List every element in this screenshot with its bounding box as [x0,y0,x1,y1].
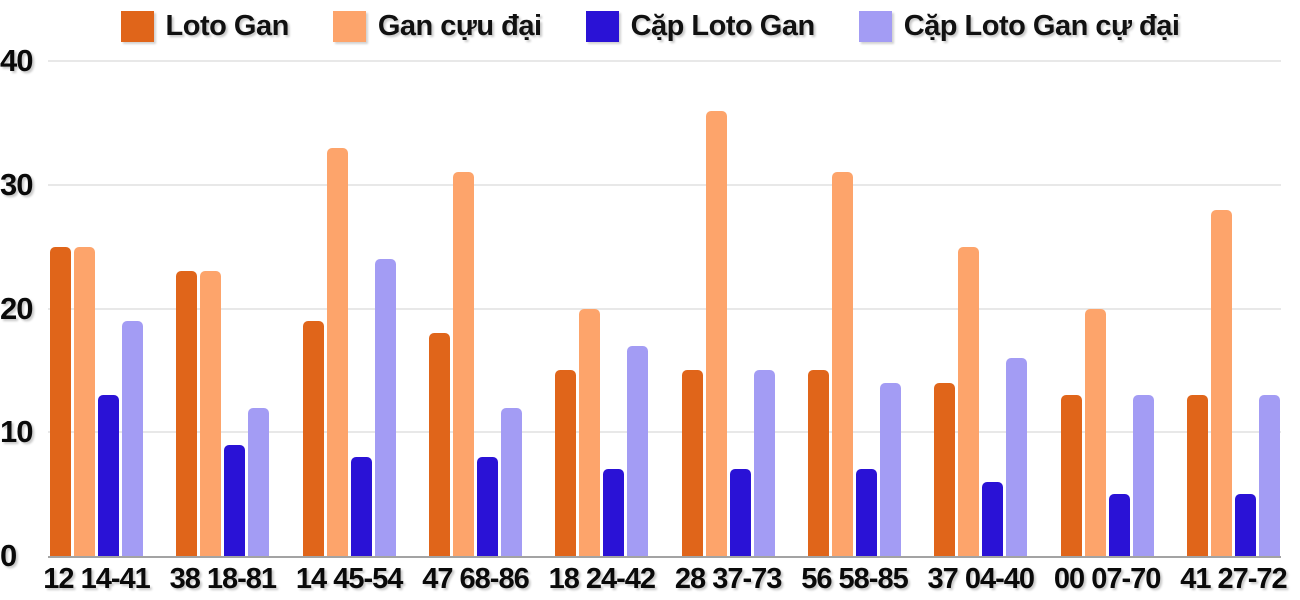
bar-cặp-loto-gan [603,469,625,556]
bar-loto-gan [555,370,577,556]
bar-group-12-14-41: 12 14-41 [43,61,151,595]
bar-gan-cựu-đại [200,271,222,556]
bar-cặp-loto-gan [476,457,498,556]
bar-cặp-loto-gan [1108,494,1130,556]
bar-loto-gan [50,246,71,556]
bar-gan-cựu-đại [958,246,980,556]
bar-gan-cựu-đại [74,246,95,556]
bar-cặp-loto-gan [98,395,119,556]
bar-group-18-24-42: 18 24-42 [549,61,656,595]
x-axis-line [48,556,1281,558]
x-axis-tick-label: 14 45-54 [295,563,403,595]
plot-area: 12 14-41 38 18-81 14 45-54 47 68-86 18 24-42… [43,60,1288,595]
bar-group-56-58-85: 56 58-85 [801,61,909,595]
bar-group-14-45-54: 14 45-54 [296,61,403,595]
y-axis-tick-label: 30 [0,166,33,202]
bar-cặp-loto-gan-cự-đại [1258,395,1280,556]
bar-cặp-loto-gan-cự-đại [500,407,522,556]
bar-cặp-loto-gan-cự-đại [248,407,270,556]
bar-loto-gan [302,320,324,556]
y-axis-tick-label: 0 [0,538,17,573]
x-axis-tick-label: 37 04-40 [927,563,1035,595]
bar-loto-gan [807,370,829,556]
bar-gan-cựu-đại [579,308,601,556]
bar-loto-gan [934,382,956,556]
bar-loto-gan [1060,395,1082,556]
bar-cặp-loto-gan [729,469,751,556]
legend-swatch-icon [858,10,892,42]
gridline-y40 [48,60,1281,62]
x-axis-tick-label: 56 58-85 [801,563,908,595]
bar-loto-gan [1186,395,1208,556]
x-axis-tick-label: 47 68-86 [422,563,529,595]
legend-item-4[interactable]: Cặp Loto Gan cự đại [858,9,1180,43]
bar-cặp-loto-gan [350,457,372,556]
bar-group-38-18-81: 38 18-81 [170,61,277,595]
bar-cặp-loto-gan-cự-đại [753,370,775,556]
bar-loto-gan [176,271,198,556]
x-axis-tick-label: 18 24-42 [548,563,656,595]
legend-label: Cặp Loto Gan cự đại [903,9,1180,42]
y-axis-tick-label: 20 [0,290,33,326]
x-axis-tick-label: 28 37-73 [674,563,782,595]
legend: Loto Gan Gan cựu đại Cặp Loto Gan Cặp Loto … [0,6,1300,46]
gridline-y30 [48,183,1281,186]
bar-cặp-loto-gan [1234,494,1256,556]
gridline-y20 [48,307,1281,310]
x-axis-tick-label: 41 27-72 [1180,563,1287,595]
legend-swatch-icon [585,10,619,42]
legend-item-1[interactable]: Loto Gan [120,9,290,43]
bar-gan-cựu-đại [326,147,348,556]
y-axis-tick-label: 10 [0,414,33,450]
bar-group-00-07-70: 00 07-70 [1054,61,1161,595]
legend-swatch-icon [120,10,154,42]
bar-cặp-loto-gan [224,444,246,556]
legend-swatch-icon [332,10,366,42]
bar-cặp-loto-gan-cự-đại [1006,358,1028,556]
legend-label: Cặp Loto Gan [630,9,816,42]
legend-item-2[interactable]: Gan cựu đại [332,9,542,43]
y-axis-tick-label: 40 [0,43,33,78]
bar-cặp-loto-gan-cự-đại [1132,395,1154,556]
bar-cặp-loto-gan [982,481,1004,556]
bar-cặp-loto-gan-cự-đại [627,345,649,556]
bar-group-28-37-73: 28 37-73 [675,61,782,595]
bar-cặp-loto-gan-cự-đại [374,259,396,556]
x-axis-tick-label: 12 14-41 [43,563,150,595]
bar-cặp-loto-gan-cự-đại [879,382,901,556]
bar-gan-cựu-đại [1210,209,1232,556]
bar-gan-cựu-đại [831,172,853,556]
bar-group-47-68-86: 47 68-86 [422,61,530,595]
bar-groups: 12 14-41 38 18-81 14 45-54 47 68-86 18 24-42… [43,61,1288,595]
x-axis-tick-label: 38 18-81 [169,563,277,595]
bar-gan-cựu-đại [705,110,727,556]
bar-gan-cựu-đại [452,172,474,556]
bar-gan-cựu-đại [1084,308,1106,556]
bar-cặp-loto-gan [855,469,877,556]
gridline-y10 [48,431,1281,434]
bar-cặp-loto-gan-cự-đại [122,320,143,556]
bar-group-41-27-72: 41 27-72 [1180,61,1288,595]
bar-group-37-04-40: 37 04-40 [928,61,1035,595]
bar-loto-gan [428,333,450,556]
x-axis-tick-label: 00 07-70 [1053,563,1161,595]
legend-item-3[interactable]: Cặp Loto Gan [585,9,816,43]
legend-label: Gan cựu đại [377,9,542,42]
bar-loto-gan [681,370,703,556]
legend-label: Loto Gan [165,9,290,42]
